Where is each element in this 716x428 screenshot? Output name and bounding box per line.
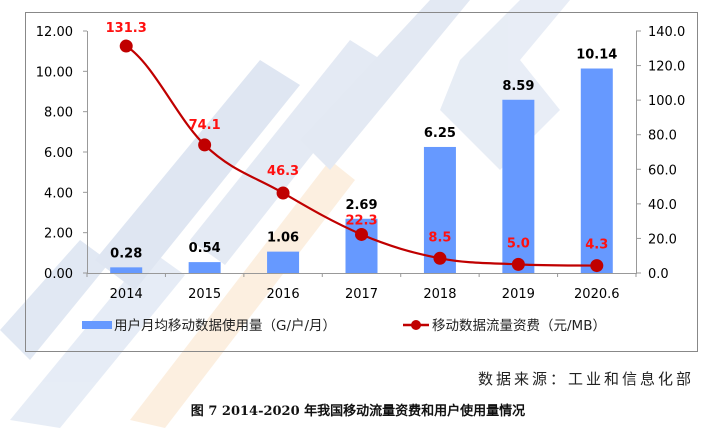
bar (580, 68, 613, 273)
x-tick-label: 2019 (502, 287, 535, 302)
line-value-label: 4.3 (585, 238, 608, 253)
legend-bar-swatch (82, 321, 112, 329)
figure-caption: 图 7 2014-2020 年我国移动流量资费和用户使用量情况 (190, 404, 526, 419)
bar (502, 99, 535, 273)
right-tick-label: 60.0 (648, 163, 677, 178)
left-tick-label: 0.00 (44, 267, 73, 282)
left-tick-label: 8.00 (44, 106, 73, 121)
line-value-label: 22.3 (345, 213, 377, 228)
right-tick-label: 120.0 (648, 60, 685, 75)
x-tick-label: 2016 (267, 287, 300, 302)
right-tick-label: 20.0 (648, 232, 677, 247)
x-tick-label: 2014 (110, 287, 143, 302)
chart-frame (25, 12, 698, 352)
x-tick-label: 2015 (188, 287, 221, 302)
bar (110, 267, 143, 273)
bar-value-label: 8.59 (502, 79, 534, 94)
right-tick-label: 140.0 (648, 25, 685, 40)
x-tick-label: 2017 (345, 287, 378, 302)
left-tick-label: 4.00 (44, 186, 73, 201)
bar-value-label: 6.25 (424, 126, 456, 141)
right-tick-label: 80.0 (648, 129, 677, 144)
watermark (0, 0, 570, 428)
left-y-axis-ticks: 0.00 2.00 4.00 6.00 8.00 10.00 12.00 (36, 25, 87, 282)
bar-value-label: 2.69 (345, 198, 377, 213)
bar-value-label: 1.06 (267, 231, 299, 246)
line-value-label: 74.1 (189, 118, 221, 133)
line-marker (198, 138, 212, 152)
line-marker (590, 259, 604, 273)
line-marker (355, 227, 368, 241)
line-marker (433, 251, 447, 265)
line-marker (276, 186, 290, 200)
right-tick-label: 40.0 (648, 198, 677, 213)
bar-value-label: 0.28 (110, 246, 142, 261)
bar-value-label: 0.54 (189, 241, 221, 256)
bar-series: 0.28 0.54 1.06 2.69 6.25 8.59 10.14 (110, 48, 617, 273)
x-tick-label: 2020.6 (574, 287, 620, 302)
line-value-label: 131.3 (106, 21, 147, 36)
right-tick-label: 100.0 (648, 94, 685, 109)
left-tick-label: 2.00 (44, 227, 73, 242)
right-tick-label: 0.0 (648, 267, 669, 282)
legend-line-marker (411, 320, 421, 330)
bar (345, 218, 378, 273)
left-tick-label: 10.00 (36, 65, 73, 80)
line-series: 131.3 74.1 46.3 22.3 8.5 5.0 4.3 (106, 21, 608, 273)
legend: 用户月均移动数据使用量（G/户/月） 移动数据流量资费（元/MB） (82, 317, 606, 334)
bar (188, 262, 221, 273)
left-tick-label: 6.00 (44, 146, 73, 161)
legend-bar-label: 用户月均移动数据使用量（G/户/月） (114, 317, 336, 334)
line-value-label: 5.0 (507, 236, 530, 251)
x-axis-ticks: 2014 2015 2016 2017 2018 2019 2020.6 (86, 273, 637, 302)
line-value-label: 46.3 (267, 164, 299, 179)
data-source: 数据来源：工业和信息化部 (477, 370, 694, 388)
bar (267, 251, 300, 273)
right-y-axis-ticks: 0.0 20.0 40.0 60.0 80.0 100.0 120.0 140.0 (636, 25, 685, 282)
x-tick-label: 2018 (423, 287, 456, 302)
legend-line-label: 移动数据流量资费（元/MB） (432, 318, 606, 334)
bar-value-label: 10.14 (576, 48, 617, 63)
line-marker (511, 257, 525, 271)
line-marker (119, 39, 133, 53)
line-value-label: 8.5 (428, 230, 451, 245)
left-tick-label: 12.00 (36, 25, 73, 40)
